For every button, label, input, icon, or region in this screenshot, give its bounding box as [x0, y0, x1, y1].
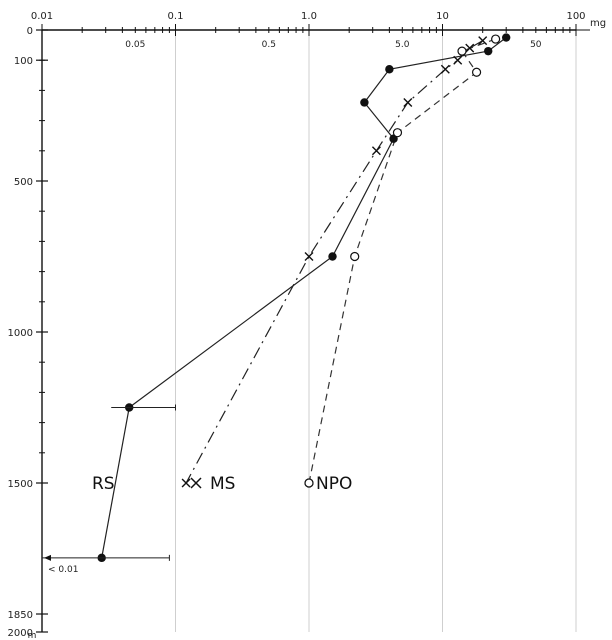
y-tick-label: 0 — [27, 26, 33, 37]
data-point-rs — [484, 46, 493, 56]
arrow-left-icon — [44, 554, 51, 561]
x-tick-label: 100 — [566, 11, 585, 22]
y-axis-label: m — [28, 631, 37, 640]
x-axis-label: mg — [590, 18, 606, 29]
annotation-text: < 0.01 — [48, 565, 78, 575]
x-sub-label: 5.0 — [395, 40, 410, 50]
data-point-ms — [453, 55, 463, 65]
y-tick-label: 1000 — [8, 328, 33, 339]
cross-mark — [440, 64, 450, 74]
data-point-npo — [350, 251, 360, 262]
series-line-rs — [101, 37, 507, 559]
y-tick-label: 1500 — [8, 479, 33, 490]
y-tick-label: 500 — [14, 177, 33, 188]
x-tick-label: 0.01 — [31, 11, 53, 22]
data-point-npo — [392, 128, 403, 138]
legend-label-ms: MS — [210, 474, 235, 494]
data-point-rs — [328, 252, 337, 261]
data-point-npo — [471, 67, 482, 77]
x-tick-label: 0.1 — [168, 11, 184, 22]
marker-layer: < 0.01 — [42, 33, 511, 575]
cross-mark — [465, 43, 475, 53]
cross-mark — [371, 146, 381, 156]
data-point-rs — [385, 65, 394, 74]
legend-open-circle-icon — [304, 478, 314, 488]
axis-layer: 0.01 0.1 1.0 10 100 0.05 0.5 5.0 50 mg 0 100 500 1000… — [8, 11, 607, 640]
data-point-ms — [440, 64, 450, 74]
x-sub-label: 0.05 — [125, 40, 145, 50]
y-tick-label: 2000 — [8, 628, 33, 639]
cross-mark — [453, 55, 463, 65]
cross-mark — [478, 36, 488, 46]
x-sub-label: 0.5 — [262, 40, 276, 50]
x-sub-label: 50 — [530, 40, 542, 50]
grid-layer — [41, 30, 577, 632]
data-point-npo — [491, 34, 501, 44]
data-point-ms — [403, 97, 413, 107]
data-point-ms — [478, 36, 488, 46]
data-point-ms — [465, 43, 475, 53]
legend-layer: RS MS NPO — [92, 474, 352, 494]
data-point-ms — [371, 146, 381, 156]
legend-cross-icon — [190, 477, 202, 489]
x-tick-label: 10 — [436, 11, 449, 22]
data-point-ms — [304, 252, 314, 261]
series-layer — [101, 37, 507, 559]
y-tick-label: 1850 — [8, 610, 33, 621]
data-point-rs — [360, 98, 369, 107]
data-point-npo — [457, 46, 467, 56]
x-tick-label: 1.0 — [301, 11, 317, 22]
cross-mark — [304, 252, 314, 261]
cross-mark — [403, 97, 413, 107]
y-tick-label: 100 — [14, 56, 33, 67]
series-line-ms — [185, 40, 484, 484]
cross-mark — [181, 478, 191, 488]
data-point-rs — [501, 33, 511, 42]
legend-label-npo: NPO — [316, 474, 352, 494]
data-point-ms — [181, 478, 191, 488]
legend-label-rs: RS — [92, 474, 115, 494]
series-line-npo — [308, 38, 496, 484]
